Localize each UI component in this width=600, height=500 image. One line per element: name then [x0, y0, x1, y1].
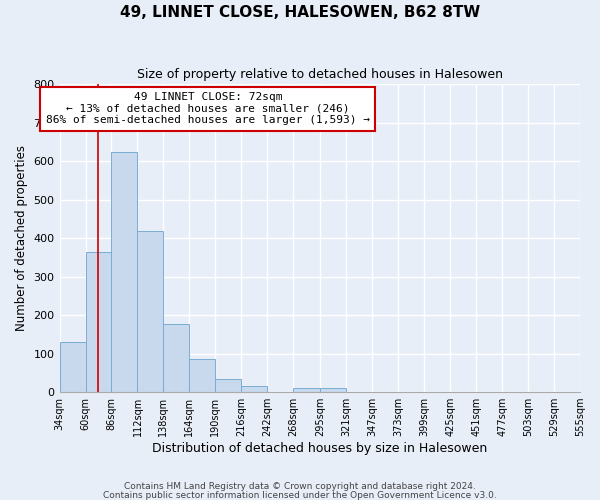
- Text: Contains HM Land Registry data © Crown copyright and database right 2024.: Contains HM Land Registry data © Crown c…: [124, 482, 476, 491]
- Text: 49 LINNET CLOSE: 72sqm
← 13% of detached houses are smaller (246)
86% of semi-de: 49 LINNET CLOSE: 72sqm ← 13% of detached…: [46, 92, 370, 126]
- Bar: [215, 378, 241, 392]
- X-axis label: Distribution of detached houses by size in Halesowen: Distribution of detached houses by size …: [152, 442, 487, 455]
- Text: 49, LINNET CLOSE, HALESOWEN, B62 8TW: 49, LINNET CLOSE, HALESOWEN, B62 8TW: [120, 5, 480, 20]
- Bar: [241, 386, 268, 392]
- Text: Contains public sector information licensed under the Open Government Licence v3: Contains public sector information licen…: [103, 490, 497, 500]
- Bar: [320, 388, 346, 392]
- Y-axis label: Number of detached properties: Number of detached properties: [15, 146, 28, 332]
- Title: Size of property relative to detached houses in Halesowen: Size of property relative to detached ho…: [137, 68, 503, 80]
- Bar: [163, 324, 190, 392]
- Bar: [86, 252, 112, 392]
- Bar: [137, 232, 163, 392]
- Bar: [190, 360, 215, 392]
- Bar: [112, 152, 137, 392]
- Bar: [59, 342, 86, 392]
- Bar: [293, 388, 320, 392]
